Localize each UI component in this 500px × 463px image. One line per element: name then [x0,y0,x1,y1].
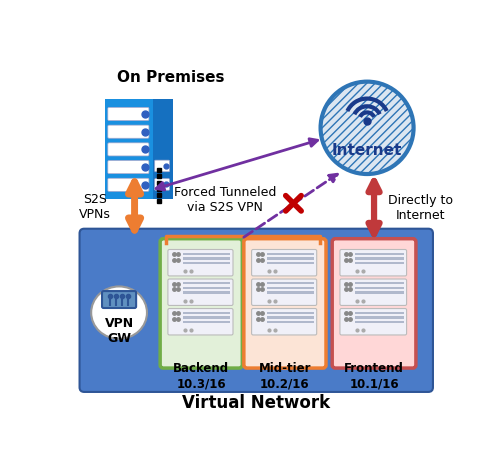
FancyBboxPatch shape [105,100,153,200]
Text: On Premises: On Premises [117,69,224,85]
Text: Backend
10.3/16: Backend 10.3/16 [173,361,230,389]
Text: S2S
VPNs: S2S VPNs [79,192,111,220]
FancyBboxPatch shape [154,179,170,191]
Text: Forced Tunneled
via S2S VPN: Forced Tunneled via S2S VPN [174,186,276,214]
FancyBboxPatch shape [340,279,406,306]
Text: Internet: Internet [332,143,402,157]
Bar [184,287,230,289]
Bar [356,292,404,294]
FancyBboxPatch shape [168,250,233,276]
FancyBboxPatch shape [252,279,316,306]
FancyBboxPatch shape [332,239,416,368]
FancyBboxPatch shape [108,161,149,174]
Bar [267,292,314,294]
Bar [356,253,404,255]
Bar [356,321,404,324]
FancyBboxPatch shape [252,309,316,335]
Bar [267,317,314,319]
Text: Virtual Network: Virtual Network [182,394,330,412]
FancyBboxPatch shape [340,309,406,335]
Bar [184,312,230,314]
Bar [267,253,314,255]
Bar [184,257,230,260]
Bar [267,262,314,264]
Bar [356,282,404,285]
Bar [184,253,230,255]
Bar [267,257,314,260]
FancyBboxPatch shape [340,250,406,276]
Bar [356,287,404,289]
Bar [184,292,230,294]
FancyBboxPatch shape [80,229,433,392]
Bar [267,282,314,285]
Text: Frontend
10.1/16: Frontend 10.1/16 [344,361,404,389]
FancyBboxPatch shape [108,108,149,121]
Bar [356,257,404,260]
FancyBboxPatch shape [102,291,136,308]
FancyBboxPatch shape [244,239,326,368]
Circle shape [320,82,414,175]
Ellipse shape [91,287,147,339]
FancyBboxPatch shape [108,144,149,156]
FancyBboxPatch shape [153,100,172,200]
Bar [267,321,314,324]
Bar [184,262,230,264]
Text: Mid-tier
10.2/16: Mid-tier 10.2/16 [258,361,311,389]
FancyBboxPatch shape [168,309,233,335]
FancyBboxPatch shape [252,250,316,276]
Bar [356,262,404,264]
Text: VPN
GW: VPN GW [104,316,134,344]
Bar [184,282,230,285]
Bar [184,321,230,324]
FancyBboxPatch shape [108,179,149,192]
Bar [356,312,404,314]
FancyBboxPatch shape [108,126,149,139]
Bar [267,287,314,289]
FancyBboxPatch shape [160,239,242,368]
FancyBboxPatch shape [154,161,170,172]
FancyBboxPatch shape [168,279,233,306]
Bar [184,317,230,319]
Bar [267,312,314,314]
Text: Directly to
Internet: Directly to Internet [388,194,453,222]
Bar [356,317,404,319]
